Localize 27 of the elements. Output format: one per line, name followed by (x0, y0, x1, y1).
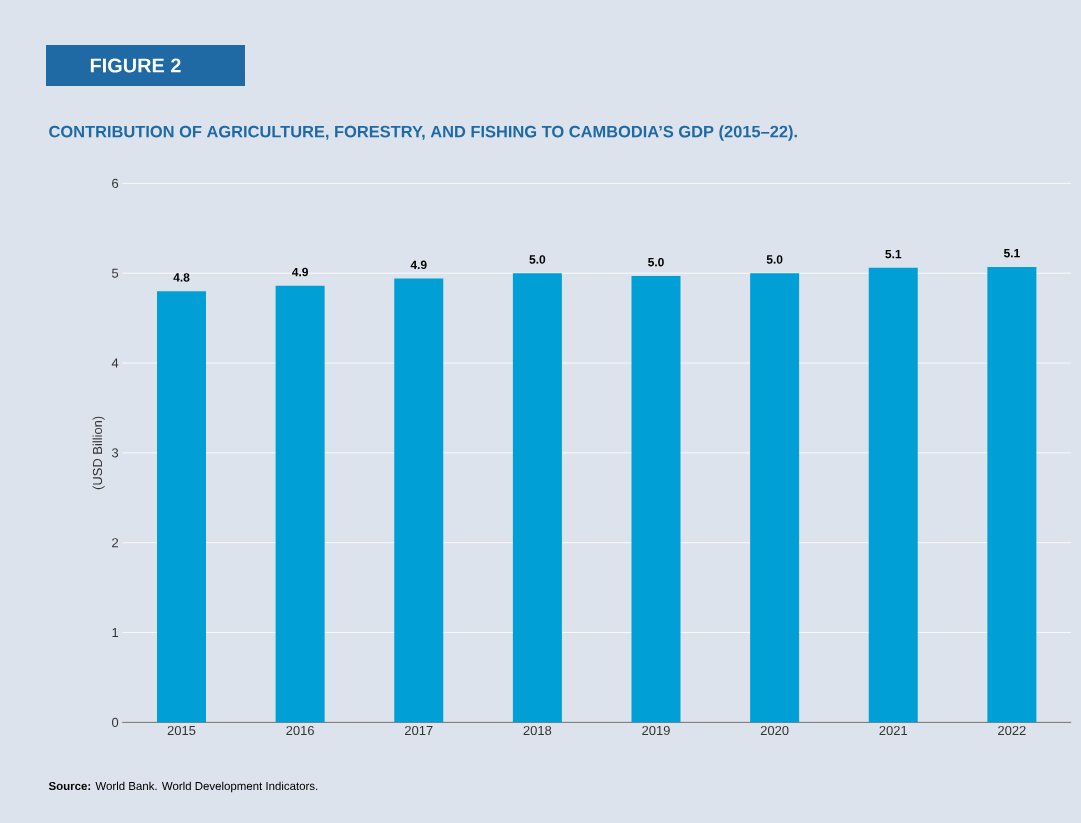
data-label: 4.8 (173, 273, 190, 282)
x-tick-label: 2022 (998, 725, 1026, 736)
y-tick-label: 0 (111, 717, 119, 727)
data-label: 5.0 (648, 257, 664, 267)
y-tick-label: 6 (112, 178, 119, 188)
chart-title: FIGURE 2 (90, 58, 181, 73)
y-tick-label: 4 (111, 358, 119, 368)
y-axis-title: (USD Billion) (92, 416, 105, 490)
x-tick-label: 2020 (760, 725, 789, 736)
text: Source: World Bank. World Development Indicators. (48, 781, 318, 793)
x-tick-label: 2016 (286, 725, 314, 736)
data-label: 4.9 (292, 267, 308, 277)
data-label: 4.9 (410, 260, 427, 270)
x-tick-label: 2019 (642, 725, 670, 736)
x-tick-label: 2018 (523, 725, 552, 736)
data-label: 5.0 (529, 255, 546, 264)
data-label: 5.1 (1003, 249, 1020, 258)
x-tick-label: 2017 (405, 725, 433, 736)
y-tick-label: 5 (111, 268, 119, 278)
data-label: 5.1 (885, 249, 902, 259)
y-tick-label: 3 (111, 448, 119, 458)
x-tick-label: 2015 (167, 725, 196, 736)
y-tick-label: 1 (112, 628, 119, 637)
chart-subtitle: CONTRIBUTION OF AGRICULTURE, FORESTRY, AND FISHING TO CAMBODIA’S GDP (2015–22). (49, 125, 797, 141)
data-label: 5.0 (766, 255, 783, 264)
y-tick-label: 2 (112, 538, 119, 548)
x-tick-label: 2021 (879, 725, 908, 736)
